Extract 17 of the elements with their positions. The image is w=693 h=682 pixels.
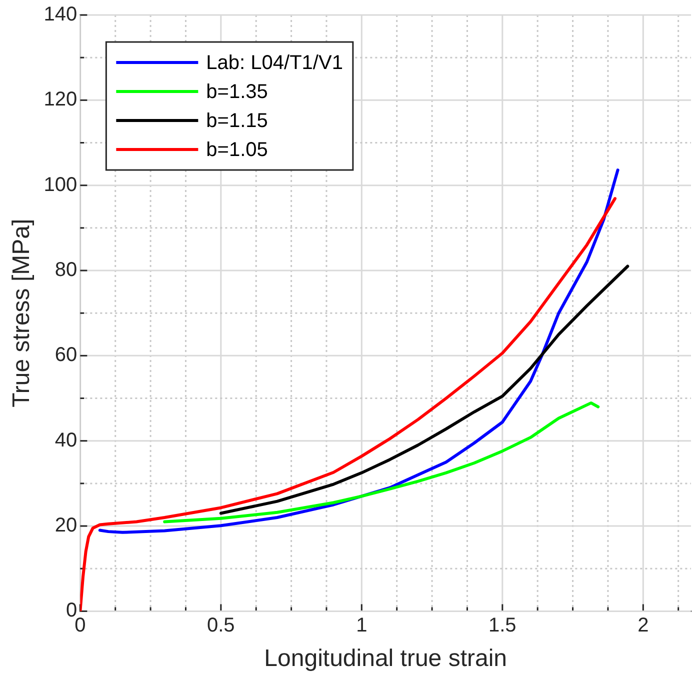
x-tick-label: 1 xyxy=(356,614,368,637)
x-tick-label: 1.5 xyxy=(488,614,516,637)
legend-label: b=1.35 xyxy=(206,81,268,104)
legend-label: Lab: L04/T1/V1 xyxy=(206,52,343,74)
y-tick-label: 80 xyxy=(54,259,78,282)
y-tick-label: 40 xyxy=(54,429,78,452)
y-tick-label: 60 xyxy=(54,344,78,366)
x-axis-title: Longitudinal true strain xyxy=(264,645,507,672)
y-tick-label: 120 xyxy=(44,88,78,111)
legend-label: b=1.05 xyxy=(206,139,268,162)
x-tick-label: 0.5 xyxy=(207,614,235,637)
legend-label: b=1.15 xyxy=(206,110,268,132)
y-tick-label: 140 xyxy=(44,4,78,26)
x-tick-label: 2 xyxy=(638,614,649,637)
y-tick-label: 100 xyxy=(44,174,78,196)
y-axis-title: True stress [MPa] xyxy=(8,218,36,408)
y-tick-label: 20 xyxy=(54,514,78,537)
